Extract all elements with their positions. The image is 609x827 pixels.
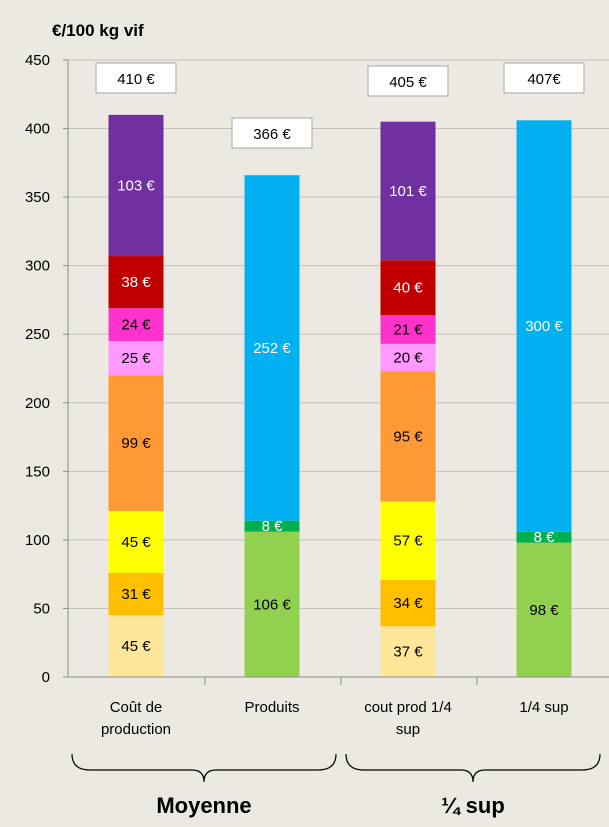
bar-segment	[108, 308, 164, 342]
bar-segment	[244, 531, 300, 677]
x-category-label: production	[101, 721, 171, 738]
segment-value-label: 101 €	[389, 183, 427, 200]
bar-segment	[380, 121, 436, 261]
segment-value-label: 21 €	[393, 321, 423, 338]
total-label: 366 €	[253, 126, 291, 143]
segment-value-label: 34 €	[393, 595, 423, 612]
segment-value-label: 31 €	[121, 586, 151, 603]
total-label-box	[503, 62, 585, 94]
y-tick-label: 250	[25, 326, 50, 343]
group-brace	[345, 753, 601, 783]
segment-value-label: 37 €	[393, 644, 423, 661]
bar-segment	[108, 572, 164, 616]
bar-segment	[516, 542, 572, 677]
x-category-label: cout prod 1/4	[364, 699, 452, 716]
axes: 0 50 100 150 200 250 300 350 400 450	[25, 52, 609, 686]
y-tick-label: 200	[25, 395, 50, 412]
bar-segment	[108, 114, 164, 257]
bar-segment	[380, 343, 436, 372]
x-category-label: Produits	[244, 699, 299, 716]
segment-value-label: 20 €	[393, 350, 423, 367]
segment-value-label: 98 €	[529, 602, 559, 619]
y-tick-label: 300	[25, 258, 50, 275]
segment-value-label: 103 €	[117, 177, 155, 194]
total-label-box	[367, 65, 449, 97]
bar-segment	[516, 120, 572, 532]
bar-segment	[380, 501, 436, 580]
bar-segment	[108, 615, 164, 677]
y-tick-label: 400	[25, 121, 50, 138]
segment-value-label: 45 €	[121, 638, 151, 655]
segment-value-label: 99 €	[121, 435, 151, 452]
bar-segment	[108, 511, 164, 573]
segment-value-label: 40 €	[393, 280, 423, 297]
segment-value-label: 8 €	[534, 529, 556, 546]
y-tick-label: 150	[25, 463, 50, 480]
bar-segment	[108, 341, 164, 376]
total-label: 405 €	[389, 74, 427, 91]
bar-segment	[244, 175, 300, 521]
bar-segment	[380, 579, 436, 627]
segment-value-label: 45 €	[121, 534, 151, 551]
bar-segment	[516, 531, 572, 543]
bar-segment	[380, 371, 436, 502]
segment-value-label: 57 €	[393, 533, 423, 550]
bar-segment	[108, 256, 164, 309]
total-label: 410 €	[117, 71, 155, 88]
group-brace	[71, 753, 337, 783]
y-tick-label: 350	[25, 189, 50, 206]
group-label: ¼ sup	[441, 793, 505, 818]
bar-segment	[244, 520, 300, 532]
segment-value-label: 38 €	[121, 274, 151, 291]
bar-segment	[380, 315, 436, 344]
bar-segment	[108, 375, 164, 512]
bars	[108, 114, 572, 677]
segment-value-label: 8 €	[262, 518, 284, 535]
bar-segment	[380, 260, 436, 316]
segment-value-label: 24 €	[121, 317, 151, 334]
y-tick-label: 0	[42, 669, 50, 686]
y-tick-label: 100	[25, 532, 50, 549]
bar-segment	[380, 626, 436, 677]
labels: 45 € 31 € 45 € 99 € 25 € 24 € 38 € 103 € 410 € 10…	[71, 62, 601, 818]
x-category-label: Coût de	[110, 699, 163, 716]
x-category-label: sup	[396, 721, 420, 738]
x-category-label: 1/4 sup	[519, 699, 568, 716]
segment-value-label: 95 €	[393, 428, 423, 445]
total-label: 407€	[527, 71, 561, 88]
total-label-box	[95, 62, 177, 94]
segment-value-label: 300 €	[525, 318, 563, 335]
segment-value-label: 25 €	[121, 350, 151, 367]
y-axis-unit-label: €/100 kg vif	[52, 21, 144, 40]
group-label: Moyenne	[156, 793, 251, 818]
total-label-box	[231, 117, 313, 149]
segment-value-label: 252 €	[253, 340, 291, 357]
y-tick-label: 450	[25, 52, 50, 69]
y-tick-label: 50	[33, 600, 50, 617]
segment-value-label: 106 €	[253, 596, 291, 613]
